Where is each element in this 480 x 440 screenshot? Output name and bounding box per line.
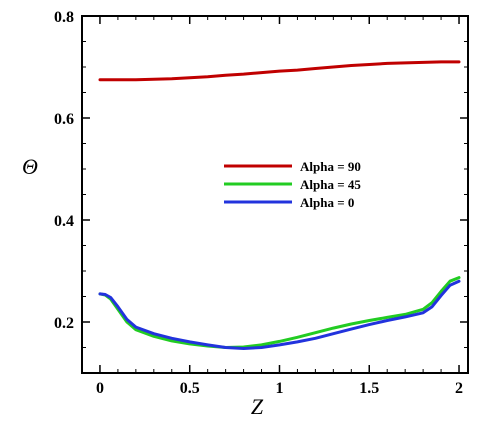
series-line-alpha-90 [98,60,461,82]
x-tick-label: 1.5 [359,380,379,397]
series-line-alpha-0 [98,279,461,350]
x-tick-label: 1 [275,380,283,397]
y-tick-label: 0.4 [54,213,74,230]
x-tick-label: 0.5 [180,380,200,397]
x-tick-label: 0 [96,380,104,397]
y-tick-label: 0.6 [54,111,74,128]
x-axis-title: Z [251,394,264,419]
y-axis-title: Θ [22,154,38,179]
series-line-alpha-45 [98,276,461,349]
legend-label-alpha-90: Alpha = 90 [300,159,361,174]
axes-layer [81,15,469,374]
ticks-layer: 0 0.5 1 1.5 2 0.2 0.4 0.6 0.8 [54,9,468,397]
x-tick-label: 2 [455,380,463,397]
series-layer [98,60,461,350]
legend-label-alpha-45: Alpha = 45 [300,177,361,192]
y-tick-label: 0.2 [54,315,74,332]
legend-label-alpha-0: Alpha = 0 [300,195,354,210]
legend: Alpha = 90 Alpha = 45 Alpha = 0 [224,159,361,210]
y-tick-label: 0.8 [54,9,74,26]
plot-frame [81,15,469,374]
